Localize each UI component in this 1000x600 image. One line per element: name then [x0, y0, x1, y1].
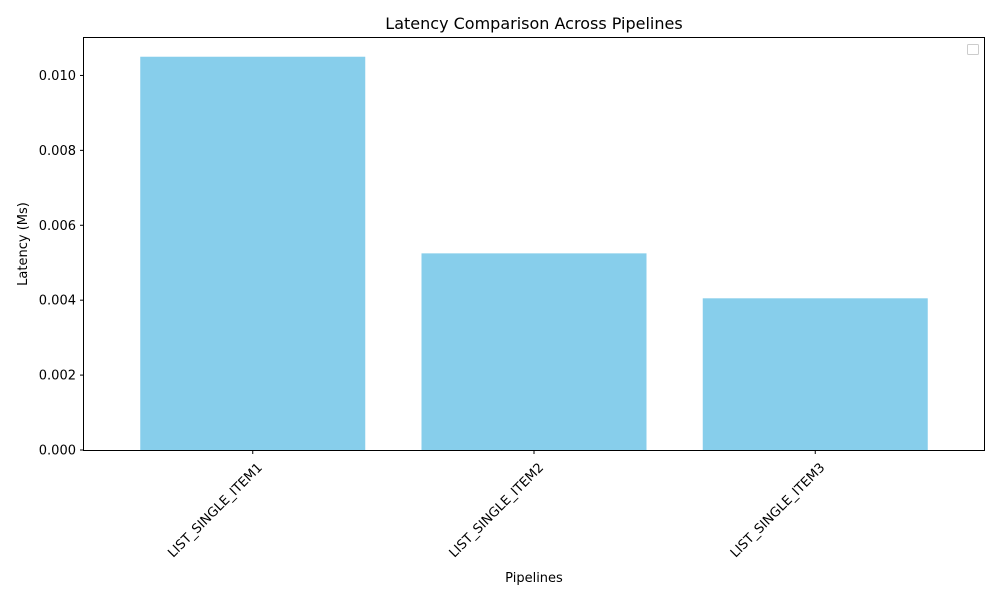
y-axis-label: Latency (Ms)	[16, 202, 31, 286]
x-tick-label: LIST_SINGLE_ITEM3	[728, 460, 828, 560]
y-tick-label: 0.010	[39, 69, 76, 84]
x-axis: LIST_SINGLE_ITEM1 LIST_SINGLE_ITEM2 LIST_S…	[165, 450, 828, 561]
y-tick-label: 0.002	[39, 369, 76, 384]
x-axis-label: Pipelines	[505, 571, 563, 586]
y-tick-label: 0.008	[39, 144, 76, 159]
bar-3	[702, 298, 928, 450]
y-tick-label: 0.000	[39, 444, 76, 459]
x-tick-label: LIST_SINGLE_ITEM1	[165, 460, 265, 560]
bars-group	[140, 56, 928, 450]
legend-box	[967, 44, 979, 55]
y-axis: 0.000 0.002 0.004 0.006 0.008 0.010	[39, 69, 84, 459]
y-tick-label: 0.004	[39, 294, 76, 309]
chart-title: Latency Comparison Across Pipelines	[385, 14, 682, 33]
x-tick-label: LIST_SINGLE_ITEM2	[447, 460, 547, 560]
bar-2	[421, 253, 647, 450]
bar-1	[140, 56, 366, 450]
y-tick-label: 0.006	[39, 219, 76, 234]
